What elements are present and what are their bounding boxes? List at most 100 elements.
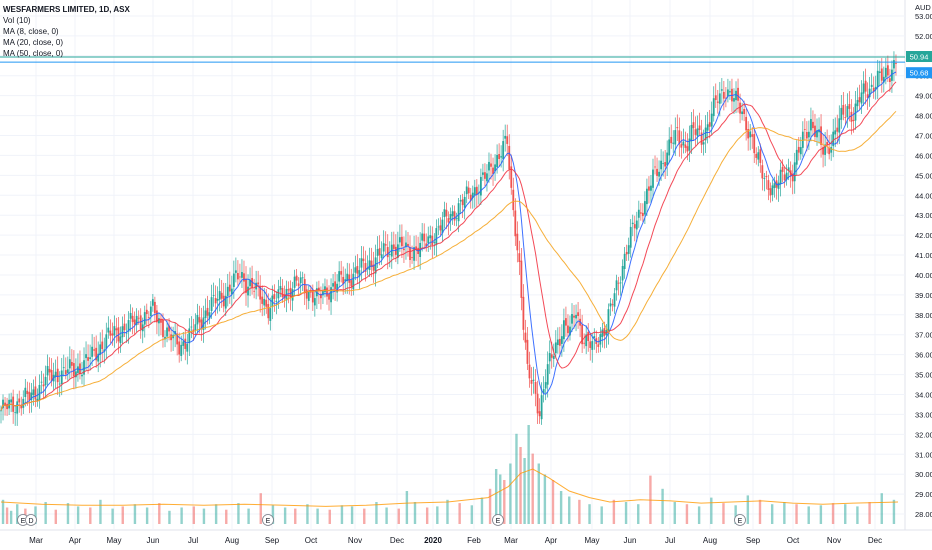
candle-body [482, 172, 484, 175]
candle-body [745, 116, 748, 131]
volume-bar [588, 504, 591, 524]
volume-bar [121, 506, 124, 524]
volume-bar [237, 503, 240, 524]
candle-body [281, 287, 284, 298]
candle-body [210, 297, 213, 311]
candle-body [145, 309, 148, 315]
volume-bar [168, 510, 171, 524]
candle-body [540, 395, 543, 420]
candle-body [54, 371, 57, 377]
chart-title: WESFARMERS LIMITED, 1D, ASX [3, 5, 130, 14]
candle-body [506, 136, 509, 144]
candle-body [886, 65, 889, 76]
candle-body [127, 320, 130, 332]
candle-body [552, 356, 555, 359]
candle-body [516, 233, 519, 251]
candle-body [350, 280, 353, 287]
candle-body [795, 149, 798, 165]
candle-body [194, 324, 197, 331]
candle-body [534, 382, 537, 394]
candle-body [380, 254, 383, 259]
event-marker[interactable] [734, 514, 746, 526]
candle-body [893, 60, 895, 69]
candle-body [654, 166, 656, 168]
candle-body [48, 368, 51, 373]
event-marker[interactable] [25, 514, 37, 526]
legend-item-ma50[interactable]: MA (50, close, 0) [3, 49, 64, 58]
volume-bar [202, 508, 206, 524]
y-tick-label: 43.00 [915, 211, 932, 220]
legend-item-ma8[interactable]: MA (8, close, 0) [3, 27, 59, 36]
candle-body [805, 132, 808, 139]
y-tick-label: 49.00 [915, 92, 932, 101]
candle-body [449, 214, 452, 220]
legend-item-vol[interactable]: Vol (10) [3, 16, 31, 25]
ma-price-badge[interactable] [906, 67, 932, 79]
candle-body [496, 154, 498, 168]
volume-bar [375, 502, 378, 524]
volume-bar [503, 480, 506, 524]
candle-body [14, 412, 17, 414]
candle-body [599, 334, 602, 345]
y-tick-label: 42.00 [915, 231, 932, 240]
candle-body [797, 146, 800, 153]
candle-body [149, 306, 152, 317]
candle-body [241, 271, 243, 278]
candle-body [619, 282, 622, 284]
candle-body [305, 289, 308, 299]
candle-body [664, 162, 667, 167]
price-axis[interactable] [905, 0, 932, 550]
candle-body [508, 145, 511, 170]
candle-body [58, 383, 61, 385]
candle-body [708, 122, 711, 127]
candle-body [524, 332, 527, 343]
x-tick-label: Aug [703, 536, 717, 545]
candle-body [164, 336, 166, 340]
volume-bar [1, 499, 5, 524]
volume-bar [458, 503, 461, 524]
volume-bar [54, 509, 57, 524]
candle-body [793, 162, 796, 182]
candle-body [520, 260, 523, 298]
x-tick-label: Dec [868, 536, 882, 545]
candle-body [854, 103, 857, 121]
candle-body [433, 242, 436, 243]
candle-body [237, 273, 239, 280]
event-marker[interactable] [262, 514, 274, 526]
candle-body [44, 376, 47, 386]
candle-body [68, 359, 71, 369]
candle-body [459, 200, 462, 202]
candle-body [852, 119, 855, 121]
candle-body [415, 246, 417, 250]
candle-body [751, 134, 754, 137]
legend-item-ma20[interactable]: MA (20, close, 0) [3, 38, 64, 47]
candle-body [386, 247, 389, 258]
candle-body [757, 152, 760, 160]
last-price-badge[interactable] [906, 51, 932, 63]
candle-body [245, 278, 247, 293]
candle-body [129, 312, 132, 319]
candle-body [504, 135, 507, 139]
candle-body [615, 280, 618, 291]
candle-body [105, 334, 108, 349]
candle-body [303, 279, 306, 293]
ma-line-50 [0, 110, 897, 411]
candle-body [151, 299, 154, 306]
candle-body [423, 233, 426, 242]
candle-body [309, 290, 312, 293]
candle-body [597, 344, 600, 347]
volume-bar [111, 508, 114, 524]
y-tick-label: 28.00 [915, 510, 932, 519]
candle-body [26, 390, 29, 394]
candle-body [344, 279, 347, 282]
candle-body [850, 111, 853, 122]
candle-body [42, 384, 45, 387]
candle-body [2, 399, 4, 409]
y-tick-label: 48.00 [915, 112, 932, 121]
volume-bar [531, 453, 534, 524]
event-marker[interactable] [492, 514, 504, 526]
candle-body [320, 293, 322, 299]
candle-body [358, 270, 361, 277]
candle-body [469, 194, 472, 201]
